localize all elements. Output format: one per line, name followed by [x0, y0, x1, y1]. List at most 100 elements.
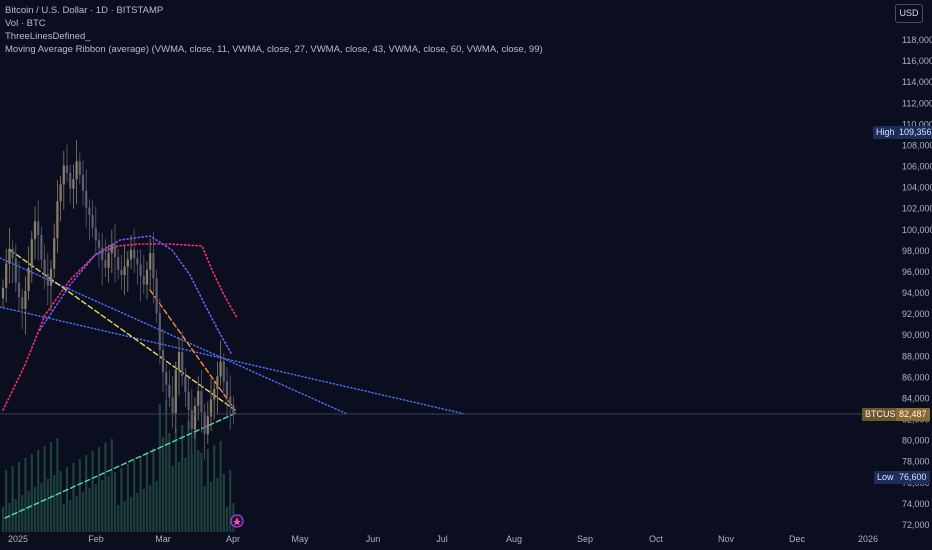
symbol-title[interactable]: Bitcoin / U.S. Dollar · 1D · BITSTAMP	[5, 5, 164, 16]
volume-bar	[53, 475, 56, 532]
candle-body	[129, 249, 133, 260]
price-tick-label: 114,000	[902, 77, 932, 87]
volume-bar	[129, 497, 133, 532]
trend-line-orange	[149, 289, 236, 411]
alert-icon[interactable]	[230, 514, 244, 528]
candle-body	[161, 349, 165, 373]
volume-bar	[229, 470, 232, 532]
volume-bar	[88, 488, 91, 532]
volume-bar	[46, 479, 49, 532]
time-tick-label: Mar	[155, 534, 171, 544]
candle-body	[136, 258, 139, 265]
volume-bar	[197, 450, 200, 532]
price-tick-label: 102,000	[902, 204, 932, 214]
candle-body	[59, 184, 62, 202]
price-tick-label: 88,000	[902, 351, 930, 361]
volume-bar	[107, 476, 110, 532]
volume-bar	[155, 481, 158, 532]
volume-bar	[56, 438, 59, 532]
volume-bar	[110, 439, 113, 532]
candlesticks	[1, 140, 235, 460]
candle-body	[72, 179, 75, 189]
candle-body	[37, 221, 40, 236]
volume-bar	[104, 443, 107, 532]
volume-bar	[133, 460, 136, 532]
candle-body	[190, 410, 193, 430]
time-tick-label: Apr	[226, 534, 240, 544]
candle-body	[139, 264, 142, 277]
low-marker-value: 76,600	[896, 471, 930, 484]
volume-bar	[17, 462, 21, 532]
volume-bar	[174, 429, 177, 532]
time-tick-label: Nov	[718, 534, 735, 544]
time-tick-label: Aug	[506, 534, 522, 544]
candle-body	[101, 247, 104, 261]
high-marker-label: High	[873, 126, 898, 139]
price-tick-label: 86,000	[902, 372, 930, 382]
candle-body	[168, 384, 171, 398]
volume-bar	[101, 480, 104, 532]
volume-bar	[43, 446, 46, 532]
volume-bar	[213, 445, 216, 532]
volume-bar	[161, 437, 165, 532]
candle-body	[177, 352, 181, 371]
three-lines-indicator-label[interactable]: ThreeLinesDefined_	[5, 31, 91, 42]
volume-bar	[37, 450, 40, 532]
volume-bar	[120, 468, 123, 532]
candle-body	[193, 405, 197, 430]
price-marker-value: 82,487	[896, 408, 930, 421]
candle-body	[88, 207, 91, 216]
candle-body	[155, 278, 158, 314]
candle-body	[78, 161, 81, 175]
ma-ribbon-indicator-label[interactable]: Moving Average Ribbon (average) (VWMA, c…	[5, 44, 543, 55]
candle-body	[165, 372, 168, 385]
candle-body	[126, 259, 129, 267]
candle-body	[216, 376, 219, 389]
candle-body	[200, 391, 203, 413]
volume-bar	[27, 491, 30, 532]
price-tick-label: 116,000	[902, 56, 932, 66]
volume-bar	[142, 489, 145, 532]
time-tick-label: Oct	[649, 534, 664, 544]
candle-body	[184, 376, 187, 393]
price-tick-label: 84,000	[902, 393, 930, 403]
candle-body	[62, 165, 65, 185]
candle-body	[91, 215, 94, 228]
candle-body	[46, 274, 49, 286]
price-tick-label: 112,000	[902, 98, 932, 108]
volume-bar	[181, 425, 184, 532]
candle-body	[225, 381, 229, 397]
ma-ribbon-purple	[39, 235, 233, 356]
candle-body	[97, 240, 101, 248]
candle-body	[43, 259, 46, 275]
volume-bar	[69, 500, 72, 532]
volume-bar	[136, 493, 139, 532]
candle-body	[21, 297, 24, 309]
candle-body	[213, 388, 216, 400]
candle-body	[104, 260, 107, 268]
candle-body	[107, 252, 110, 268]
volume-indicator-label[interactable]: Vol · BTC	[5, 18, 46, 29]
volume-bar	[49, 442, 53, 532]
volume-bar	[14, 499, 17, 532]
volume-bar	[158, 404, 161, 532]
volume-bar	[216, 478, 219, 532]
volume-bar	[152, 448, 155, 532]
time-tick-label: Sep	[577, 534, 593, 544]
trend-lines	[0, 249, 466, 519]
candle-body	[152, 252, 155, 279]
price-tick-label: 74,000	[902, 499, 930, 509]
candle-body	[229, 396, 232, 405]
volume-bar	[65, 467, 69, 532]
candle-body	[120, 269, 123, 276]
volume-bar	[62, 504, 65, 532]
time-tick-label: 2025	[8, 534, 28, 544]
price-tick-label: 92,000	[902, 309, 930, 319]
candle-body	[197, 391, 200, 406]
volume-bar	[72, 463, 75, 532]
volume-bar	[165, 400, 168, 532]
volume-bar	[40, 483, 43, 532]
currency-button[interactable]: USD	[895, 4, 923, 23]
volume-bar	[11, 466, 14, 532]
